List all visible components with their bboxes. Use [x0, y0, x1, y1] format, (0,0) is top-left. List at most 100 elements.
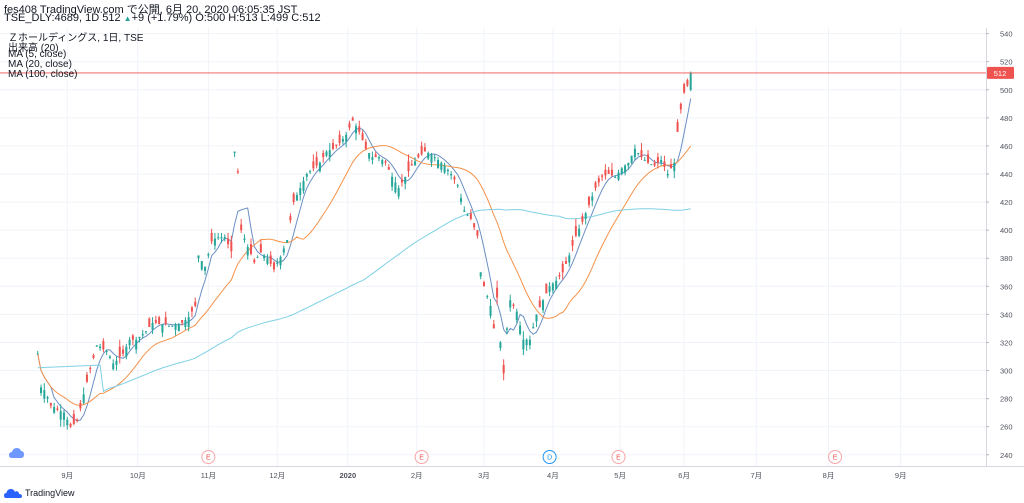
candle-body [486, 296, 489, 298]
candle-body [181, 320, 184, 323]
candle-body [394, 182, 397, 193]
candle-body [128, 339, 131, 346]
candle-body [305, 174, 308, 177]
legend-ma5[interactable]: MA (5, close) [8, 49, 67, 60]
ohlc-open-label: O: [195, 12, 207, 24]
candle-body [469, 213, 472, 219]
candle-body [299, 188, 302, 196]
candle-body [351, 117, 354, 121]
candle-body [79, 402, 82, 409]
candle-body [171, 325, 174, 327]
candle-body [610, 169, 613, 176]
time-tick-label: 2月 [411, 471, 423, 480]
published-info: fes408 TradingView.com で公開, 6月 20, 2020 … [4, 4, 298, 16]
candle-body [660, 159, 663, 163]
time-tick-label: 3月 [478, 471, 490, 480]
candle-body [581, 216, 584, 222]
candle-body [282, 248, 285, 253]
candle-body [630, 155, 633, 163]
candle-body [532, 327, 535, 329]
earnings-marker [414, 450, 429, 464]
symbol-info: TSE_DLY:4689, 1D 512 ▲+9 (+1.79%) O:500 … [4, 12, 321, 24]
candle-body [56, 408, 59, 410]
time-tick-label: 9月 [61, 471, 73, 480]
candle-body [564, 261, 568, 264]
candle-body [482, 282, 485, 287]
price-tick-label: 460 [1000, 142, 1013, 151]
candle-body [673, 162, 676, 172]
candle-body [525, 339, 528, 346]
time-tick-label: 8月 [823, 471, 835, 480]
time-tick-label: 4月 [547, 471, 559, 480]
candle-body [578, 228, 581, 236]
legend-ma100[interactable]: MA (100, close) [8, 69, 78, 80]
candle-body [650, 164, 653, 166]
candle-body [410, 164, 413, 166]
candle-body [420, 145, 423, 155]
candle-body [335, 144, 338, 146]
candle-body [118, 346, 121, 357]
candle-body [499, 342, 502, 349]
candle-body [158, 317, 161, 325]
time-tick-label: 7月 [750, 471, 762, 480]
candle-body [138, 336, 141, 339]
candle-body [640, 150, 643, 158]
candle-body [561, 263, 564, 273]
candle-body [184, 320, 187, 328]
tradingview-logo-icon [4, 488, 22, 498]
candle-body [49, 402, 52, 406]
candle-body [39, 387, 43, 393]
earnings-marker-label: E [833, 455, 838, 462]
candle-body [371, 157, 374, 160]
candle-body [236, 171, 239, 173]
candle-body [519, 325, 522, 335]
candle-body [643, 159, 646, 161]
legend-volume[interactable]: 出来高 (20) [8, 43, 59, 54]
candle-body [243, 238, 246, 240]
candle-body [82, 394, 85, 403]
candle-body [135, 339, 138, 350]
candle-body [167, 325, 170, 327]
candle-body [266, 258, 269, 264]
candle-body [233, 151, 236, 153]
candle-body [332, 143, 335, 149]
candle-body [404, 176, 407, 184]
candle-body [223, 237, 226, 239]
candle-body [601, 175, 604, 177]
earnings-marker [828, 450, 843, 464]
candle-body [663, 161, 666, 167]
candle-body [453, 176, 456, 180]
candle-body [476, 230, 479, 236]
ohlc-open: 500 [206, 12, 226, 24]
candle-body [318, 162, 321, 172]
price-tick-label: 240 [1000, 451, 1013, 460]
candle-body [617, 172, 620, 180]
candle-body [443, 165, 446, 173]
candle-body [430, 154, 433, 163]
price-tick-label: 480 [1000, 114, 1013, 123]
candle-body [683, 84, 686, 93]
price-tick-label: 260 [1000, 423, 1013, 432]
candle-body [272, 262, 275, 270]
candle-body [322, 152, 325, 158]
candle-body [148, 318, 151, 328]
candle-body [669, 164, 673, 169]
candle-body [450, 174, 453, 176]
symbol-label: TSE_DLY:4689, 1D 512 [4, 12, 121, 24]
candle-body [364, 141, 367, 149]
legend-ma20[interactable]: MA (20, close) [8, 59, 72, 70]
candle-body [328, 150, 331, 158]
candle-body [217, 237, 220, 239]
candle-body [427, 152, 430, 159]
candle-body [59, 411, 62, 420]
candle-body [620, 168, 623, 174]
candle-body [446, 169, 449, 172]
candle-body [459, 197, 463, 203]
price-tick-label: 360 [1000, 282, 1013, 291]
ma100-line [37, 208, 691, 393]
candle-body [259, 244, 262, 253]
candle-body [509, 300, 512, 308]
candle-body [99, 346, 102, 349]
candle-body [633, 148, 636, 158]
price-chart[interactable]: 240 260 280 300 320 340 360 380 400 420 440 460 480 5… [0, 24, 1024, 486]
